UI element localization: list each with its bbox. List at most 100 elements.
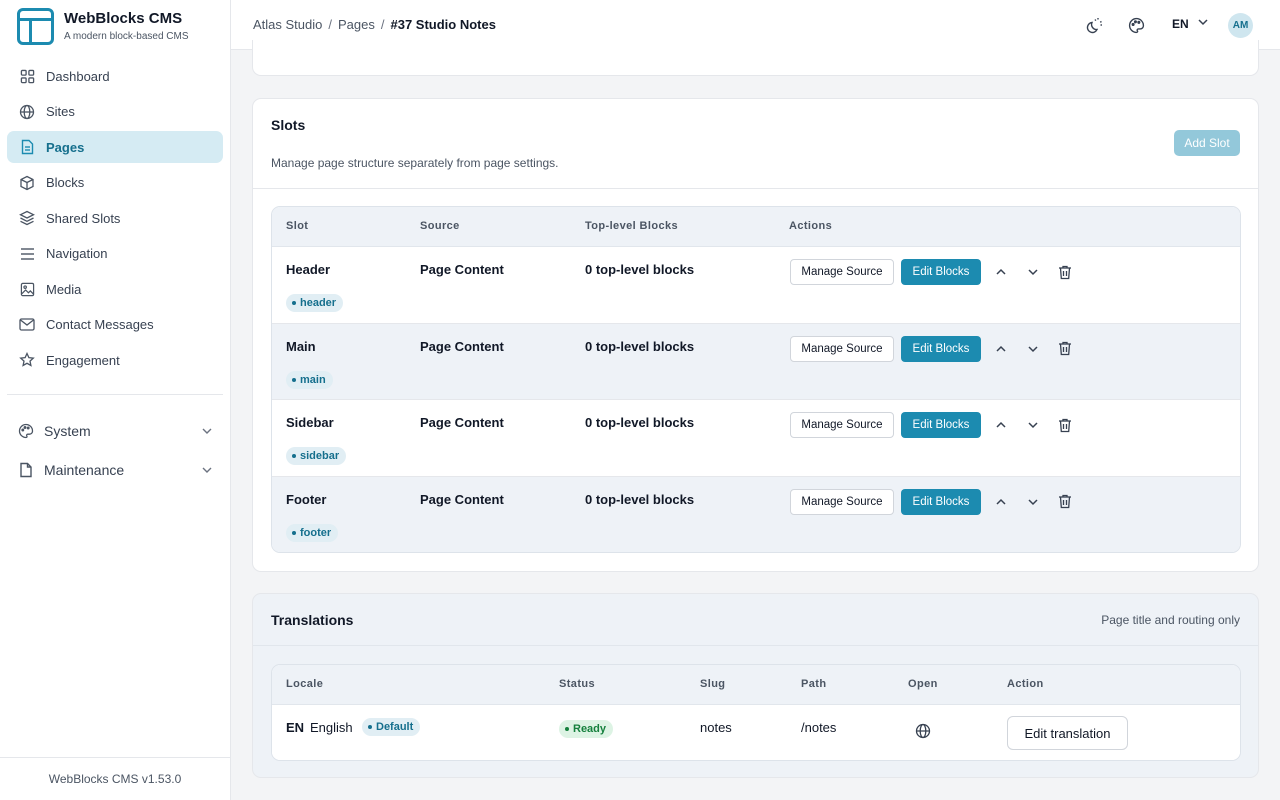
chevron-down-icon — [1197, 16, 1209, 31]
table-row: Main main Page Content 0 top-level block… — [272, 323, 1240, 400]
trash-icon[interactable] — [1056, 416, 1074, 434]
theme-toggle-icon[interactable] — [1085, 15, 1105, 35]
sidebar-item-engagement[interactable]: Engagement — [7, 344, 223, 376]
slot-source: Page Content — [420, 491, 504, 507]
sidebar-item-label: Dashboard — [46, 68, 110, 84]
manage-source-button[interactable]: Manage Source — [790, 488, 894, 515]
edit-blocks-button[interactable]: Edit Blocks — [901, 335, 981, 362]
edit-blocks-button[interactable]: Edit Blocks — [901, 412, 981, 438]
globe-icon[interactable] — [914, 722, 932, 740]
divider — [253, 188, 1258, 189]
sidebar-group-maintenance[interactable]: Maintenance — [7, 454, 223, 486]
column-header-actions: Actions — [789, 220, 833, 232]
add-slot-button[interactable]: Add Slot — [1174, 130, 1240, 156]
status-badge: Ready — [559, 720, 614, 738]
slot-key-badge: sidebar — [286, 447, 347, 465]
edit-blocks-button[interactable]: Edit Blocks — [901, 488, 981, 515]
column-header-blocks: Top-level Blocks — [585, 220, 678, 232]
default-badge: Default — [362, 718, 421, 736]
translations-title: Translations — [271, 612, 354, 628]
chevron-down-icon[interactable] — [1024, 416, 1042, 434]
sidebar-item-contact-messages[interactable]: Contact Messages — [7, 309, 223, 341]
column-header-open: Open — [908, 678, 938, 690]
sidebar-item-sites[interactable]: Sites — [7, 96, 223, 128]
breadcrumb-pages[interactable]: Pages — [338, 17, 375, 32]
slot-source: Page Content — [420, 338, 504, 354]
star-icon — [19, 352, 35, 368]
chevron-down-icon — [201, 424, 213, 440]
edit-blocks-button[interactable]: Edit Blocks — [901, 259, 981, 285]
breadcrumb: Atlas Studio / Pages / #37 Studio Notes — [253, 17, 496, 32]
slots-table: Slot Source Top-level Blocks Actions Hea… — [271, 206, 1241, 553]
language-select[interactable]: EN — [1172, 16, 1209, 31]
table-row: Header header Page Content 0 top-level b… — [272, 247, 1240, 324]
sidebar-item-label: Media — [46, 281, 82, 297]
breadcrumb-site[interactable]: Atlas Studio — [253, 17, 323, 32]
chevron-up-icon[interactable] — [992, 493, 1010, 511]
cube-icon — [19, 175, 35, 191]
manage-source-button[interactable]: Manage Source — [790, 335, 894, 362]
chevron-up-icon[interactable] — [992, 416, 1010, 434]
column-header-slot: Slot — [286, 220, 309, 232]
slot-block-count: 0 top-level blocks — [585, 262, 695, 277]
sidebar-item-media[interactable]: Media — [7, 273, 223, 305]
slot-key-badge: header — [286, 294, 344, 312]
chevron-up-icon[interactable] — [992, 340, 1010, 358]
sidebar-item-label: Shared Slots — [46, 210, 121, 226]
slot-source: Page Content — [420, 415, 504, 430]
language-value: EN — [1172, 16, 1189, 31]
column-header-action: Action — [1007, 678, 1044, 690]
slot-name: Main — [286, 338, 316, 354]
brand[interactable]: WebBlocks CMS A modern block-based CMS — [17, 7, 189, 45]
palette-icon[interactable] — [1126, 15, 1146, 35]
slot-source: Page Content — [420, 262, 504, 277]
sidebar-group-label: Maintenance — [44, 462, 125, 478]
slot-name: Header — [286, 262, 331, 277]
version-label: WebBlocks CMS v1.53.0 — [0, 757, 230, 800]
webblocks-logo-icon — [17, 7, 54, 45]
translations-card: Translations Page title and routing only… — [252, 593, 1259, 778]
manage-source-button[interactable]: Manage Source — [790, 412, 894, 438]
column-header-locale: Locale — [286, 678, 324, 690]
sidebar-group-system[interactable]: System — [7, 415, 223, 447]
column-header-status: Status — [559, 678, 596, 690]
sidebar-group-label: System — [44, 423, 91, 439]
chevron-up-icon[interactable] — [992, 263, 1010, 281]
avatar[interactable]: AM — [1228, 13, 1253, 38]
sidebar-item-label: Navigation — [46, 246, 108, 261]
sidebar-item-label: Pages — [46, 139, 85, 155]
table-row: Sidebar sidebar Page Content 0 top-level… — [272, 400, 1240, 477]
sidebar-item-label: Engagement — [46, 352, 120, 368]
column-header-source: Source — [420, 220, 460, 232]
translations-note: Page title and routing only — [1101, 613, 1240, 627]
sidebar-item-blocks[interactable]: Blocks — [7, 167, 223, 199]
sidebar-nav: Dashboard Sites Pages Blocks Shared Slot… — [7, 60, 223, 380]
sidebar-item-shared-slots[interactable]: Shared Slots — [7, 202, 223, 234]
locale-name: English — [310, 720, 353, 735]
table-row: EN English Default Ready notes /notes Ed… — [272, 706, 1240, 760]
slots-card: Slots Manage page structure separately f… — [252, 98, 1259, 572]
translation-path: /notes — [801, 720, 837, 735]
sidebar-item-navigation[interactable]: Navigation — [7, 238, 223, 270]
sidebar-item-pages[interactable]: Pages — [7, 131, 223, 163]
slot-block-count: 0 top-level blocks — [585, 491, 695, 507]
file-icon — [18, 462, 34, 478]
image-icon — [19, 281, 35, 297]
brand-subtitle: A modern block-based CMS — [64, 31, 189, 42]
chevron-down-icon[interactable] — [1024, 493, 1042, 511]
manage-source-button[interactable]: Manage Source — [790, 259, 894, 285]
table-header: Slot Source Top-level Blocks Actions — [272, 207, 1240, 247]
sidebar: WebBlocks CMS A modern block-based CMS D… — [0, 0, 231, 800]
locale-code: EN — [286, 720, 305, 735]
chevron-down-icon[interactable] — [1024, 263, 1042, 281]
trash-icon[interactable] — [1056, 340, 1074, 358]
sidebar-item-dashboard[interactable]: Dashboard — [7, 60, 223, 92]
slot-block-count: 0 top-level blocks — [585, 338, 695, 354]
edit-translation-button[interactable]: Edit translation — [1007, 716, 1128, 750]
chevron-down-icon[interactable] — [1024, 340, 1042, 358]
breadcrumb-separator: / — [380, 17, 385, 32]
trash-icon[interactable] — [1056, 493, 1074, 511]
slots-subtitle: Manage page structure separately from pa… — [271, 156, 559, 170]
slot-key-badge: main — [286, 370, 333, 389]
trash-icon[interactable] — [1056, 263, 1074, 281]
